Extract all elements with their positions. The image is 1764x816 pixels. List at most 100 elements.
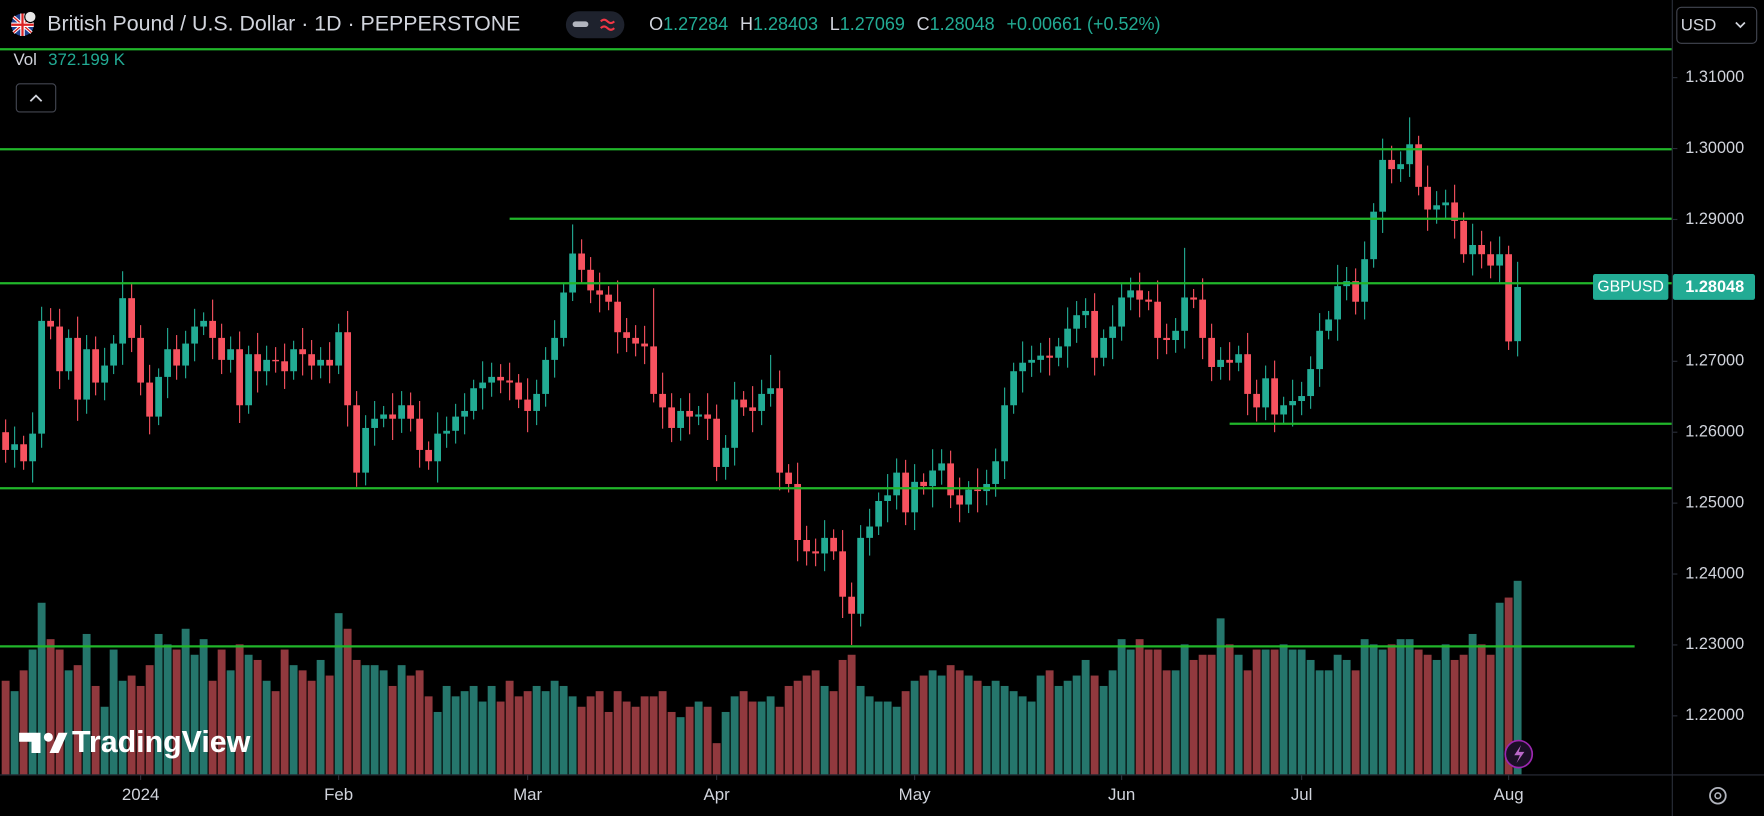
currency-button[interactable]: USD (1676, 6, 1758, 44)
x-tick-label: Mar (513, 785, 542, 804)
candle-body (596, 290, 603, 295)
volume-bar (883, 701, 892, 775)
volume-bar (37, 602, 46, 775)
volume-bar (1243, 670, 1252, 775)
candle-body (1091, 310, 1098, 358)
volume-bar (1405, 639, 1414, 775)
volume-bar (640, 696, 649, 775)
candle-body (758, 393, 765, 411)
candle-body (1136, 290, 1143, 300)
volume-bar (1207, 654, 1216, 775)
candle-body (1154, 301, 1161, 338)
volume-bar (424, 696, 433, 775)
candle-body (11, 444, 18, 450)
candle-body (1181, 297, 1188, 331)
volume-bar (64, 670, 73, 775)
axis-layer: 1.22000 1.23000 1.24000 1.25000 1.26000 1.270… (122, 68, 1755, 804)
candle-body (281, 361, 288, 372)
settings-button[interactable] (1709, 786, 1727, 805)
candle-body (551, 337, 558, 360)
volume-bar (1414, 649, 1423, 775)
candle-body (155, 376, 162, 417)
y-tick-label: 1.26000 (1685, 423, 1744, 441)
candle-body (146, 382, 153, 417)
candle-body (1145, 299, 1152, 302)
ohlc-label: H (740, 14, 753, 34)
volume-bar (910, 680, 919, 775)
volume-bar (271, 691, 280, 775)
volume-bar (775, 706, 784, 775)
volume-bar (451, 696, 460, 775)
candle-body (479, 382, 486, 389)
candle-body (1073, 315, 1080, 329)
volume-bar (1099, 685, 1108, 775)
volume-bar (208, 680, 217, 775)
volume-bar (1297, 649, 1306, 775)
candle-body (1325, 319, 1332, 331)
candle-body (722, 447, 729, 467)
candle-body (992, 461, 999, 484)
candle-body (128, 298, 135, 338)
candle-body (812, 551, 819, 554)
x-tick-label: Jul (1291, 785, 1313, 804)
candle-body (623, 332, 630, 338)
volume-bar (469, 685, 478, 775)
x-tick-label: 2024 (122, 785, 160, 804)
volume-bar (1324, 670, 1333, 775)
candle-body (317, 359, 324, 366)
volume-bar (235, 644, 244, 775)
candle-body (1037, 355, 1044, 360)
brand-name: TradingView (72, 725, 251, 759)
candle-body (506, 380, 513, 383)
candle-body (1244, 354, 1251, 394)
replay-button[interactable] (1504, 739, 1534, 769)
volume-bar (1180, 644, 1189, 775)
candle-body (1100, 337, 1107, 358)
volume-bar (766, 696, 775, 775)
volume-bar (1477, 644, 1486, 775)
volume-bar (856, 685, 865, 775)
volume-bar (568, 696, 577, 775)
volume-bar (226, 670, 235, 775)
candle-body (569, 253, 576, 293)
volume-bar (379, 670, 388, 775)
volume-bar (613, 691, 622, 775)
volume-bar (1027, 701, 1036, 775)
volume-bar (1495, 602, 1504, 775)
volume-bar (892, 706, 901, 775)
volume-bar (541, 691, 550, 775)
candle-body (632, 337, 639, 344)
volume-bar (388, 685, 397, 775)
candle-body (767, 388, 774, 394)
volume-bar (136, 685, 145, 775)
candle-body (740, 399, 747, 408)
candle-body (254, 354, 261, 372)
volume-bar (865, 696, 874, 775)
candle-body (47, 320, 54, 327)
volume-bar (172, 649, 181, 775)
volume-bar (1333, 654, 1342, 775)
volume-bar (820, 685, 829, 775)
candle-body (1253, 393, 1260, 408)
candle-body (1424, 186, 1431, 210)
candle-body (470, 388, 477, 411)
candle-body (371, 418, 378, 428)
volume-bar (1351, 670, 1360, 775)
volume-bar (1423, 654, 1432, 775)
ohlc-label: C (917, 14, 930, 34)
candle-body (533, 393, 540, 411)
candle-body (938, 463, 945, 471)
candle-body (1235, 354, 1242, 363)
candle-body (1109, 326, 1116, 338)
x-tick-label: Feb (324, 785, 353, 804)
level-layer (0, 48, 1672, 648)
volume-bar (352, 659, 361, 775)
volume-bar (1126, 649, 1135, 775)
collapse-button[interactable] (15, 83, 57, 113)
candle-body (803, 539, 810, 552)
candle-body (83, 349, 90, 400)
indicator-toggle[interactable] (565, 11, 625, 39)
volume-bar (415, 670, 424, 775)
candle-body (614, 301, 621, 333)
x-tick-label: Aug (1494, 785, 1524, 804)
